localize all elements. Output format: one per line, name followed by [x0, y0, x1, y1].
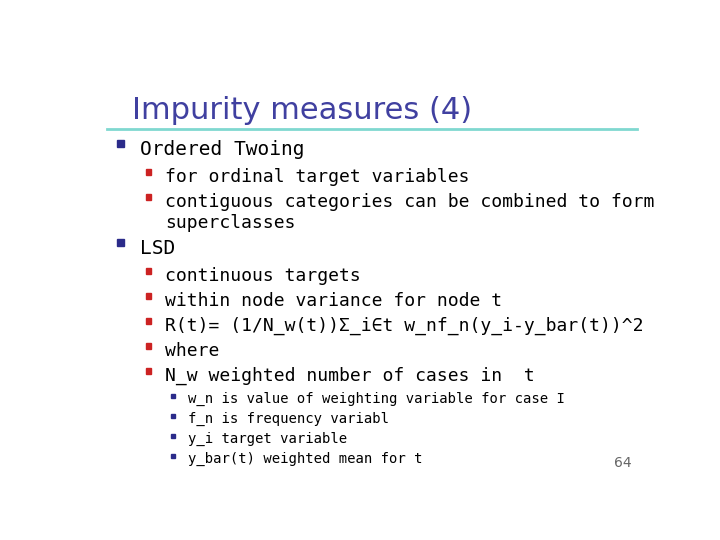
Bar [146, 343, 151, 349]
Bar [117, 140, 124, 147]
Bar [171, 454, 174, 457]
Bar [146, 293, 151, 299]
Text: R(t)= (1/N_w(t))Σ_i∈t w_nf_n(y_i-y_bar(t))^2: R(t)= (1/N_w(t))Σ_i∈t w_nf_n(y_i-y_bar(t… [166, 317, 644, 335]
Bar [171, 394, 174, 397]
Bar [146, 194, 151, 200]
Text: within node variance for node t: within node variance for node t [166, 292, 503, 310]
Text: N_w weighted number of cases in  t: N_w weighted number of cases in t [166, 367, 535, 385]
Bar [146, 318, 151, 323]
Text: for ordinal target variables: for ordinal target variables [166, 168, 470, 186]
Text: y_bar(t) weighted mean for t: y_bar(t) weighted mean for t [188, 451, 422, 465]
Bar [171, 434, 174, 437]
Bar [171, 414, 174, 417]
Bar [146, 368, 151, 374]
Text: w_n is value of weighting variable for case I: w_n is value of weighting variable for c… [188, 392, 564, 406]
Text: Ordered Twoing: Ordered Twoing [140, 140, 305, 159]
Text: continuous targets: continuous targets [166, 267, 361, 285]
Bar [146, 170, 151, 175]
Text: f_n is frequency variabl: f_n is frequency variabl [188, 411, 389, 426]
Text: LSD: LSD [140, 239, 176, 258]
Bar [117, 239, 124, 246]
Text: Impurity measures (4): Impurity measures (4) [132, 96, 472, 125]
Bar [146, 268, 151, 274]
Text: y_i target variable: y_i target variable [188, 431, 347, 446]
Text: contiguous categories can be combined to form
superclasses: contiguous categories can be combined to… [166, 193, 654, 232]
Text: 64: 64 [613, 456, 631, 470]
Text: where: where [166, 342, 220, 360]
